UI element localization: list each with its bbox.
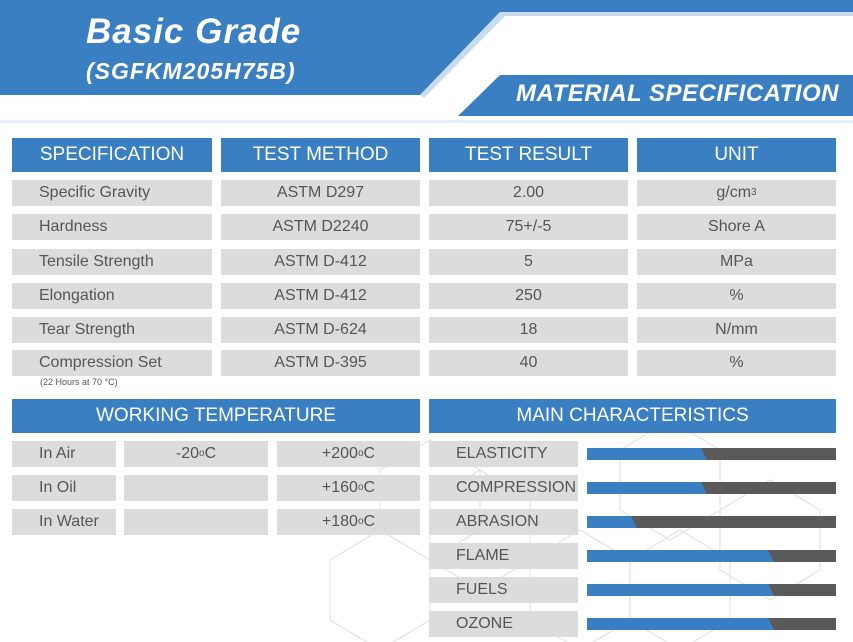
temp-max-value: +180 [321,513,358,530]
temp-min-cell [124,509,268,535]
characteristic-bar-fill [587,516,637,528]
temp-max-value: +200 [321,445,358,462]
col-header-specification: SPECIFICATION [12,138,212,172]
spec-cell: Elongation [12,283,212,309]
characteristic-label: ABRASION [429,509,578,535]
main-characteristics-header: MAIN CHARACTERISTICS [429,399,836,433]
temp-max-cell: +180 o C [277,509,420,535]
celsius-unit: C [363,513,376,530]
temp-medium-cell: In Water [12,509,116,535]
result-cell: 5 [429,249,628,275]
characteristic-label: OZONE [429,611,578,637]
unit-cell: MPa [637,249,836,275]
characteristic-label: FLAME [429,543,578,569]
temp-min-cell: -20 o C [124,441,268,467]
product-code: (SGFKM205H75B) [86,58,296,84]
characteristic-label: COMPRESSION [429,475,578,501]
result-cell: 250 [429,283,628,309]
result-cell: 18 [429,317,628,343]
unit-text: g/cm [716,184,752,201]
celsius-unit: C [204,445,217,462]
unit-cell: Shore A [637,214,836,240]
temp-max-cell: +160 o C [277,475,420,501]
characteristic-label: ELASTICITY [429,441,578,467]
spec-cell: Hardness [12,214,212,240]
temp-max-value: +160 [321,479,358,496]
temp-medium-cell: In Air [12,441,116,467]
header-band [0,0,853,95]
method-cell: ASTM D297 [221,180,420,206]
working-temperature-header: WORKING TEMPERATURE [12,399,420,433]
spec-cell: Compression Set [12,350,212,376]
spec-cell: Tensile Strength [12,249,212,275]
unit-cell: % [637,283,836,309]
method-cell: ASTM D-395 [221,350,420,376]
temp-min-cell [124,475,268,501]
characteristic-label: FUELS [429,577,578,603]
characteristic-bar-fill [587,550,774,562]
col-header-test-method: TEST METHOD [221,138,420,172]
spec-banner-shape [458,75,853,116]
banner-underline [0,120,853,123]
celsius-unit: C [363,445,376,462]
unit-cell: N/mm [637,317,836,343]
page-title: Basic Grade [86,12,302,51]
material-spec-banner: MATERIAL SPECIFICATION [516,80,839,107]
characteristic-bar-fill [587,584,774,596]
unit-cell: g/cm 3 [637,180,836,206]
temp-medium-cell: In Oil [12,475,116,501]
temp-min-value: -20 [175,445,199,462]
method-cell: ASTM D-412 [221,249,420,275]
spec-cell: Specific Gravity [12,180,212,206]
method-cell: ASTM D-624 [221,317,420,343]
spec-cell: Tear Strength [12,317,212,343]
col-header-test-result: TEST RESULT [429,138,628,172]
compression-set-note: (22 Hours at 70 °C) [40,377,118,387]
characteristic-bar-fill [587,618,774,630]
unit-cell: % [637,350,836,376]
characteristic-bar-fill [587,482,707,494]
characteristic-bar-fill [587,448,707,460]
celsius-unit: C [363,479,376,496]
method-cell: ASTM D-412 [221,283,420,309]
method-cell: ASTM D2240 [221,214,420,240]
result-cell: 2.00 [429,180,628,206]
result-cell: 40 [429,350,628,376]
temp-max-cell: +200 o C [277,441,420,467]
col-header-unit: UNIT [637,138,836,172]
result-cell: 75+/-5 [429,214,628,240]
characteristic-bar-track [587,516,836,528]
